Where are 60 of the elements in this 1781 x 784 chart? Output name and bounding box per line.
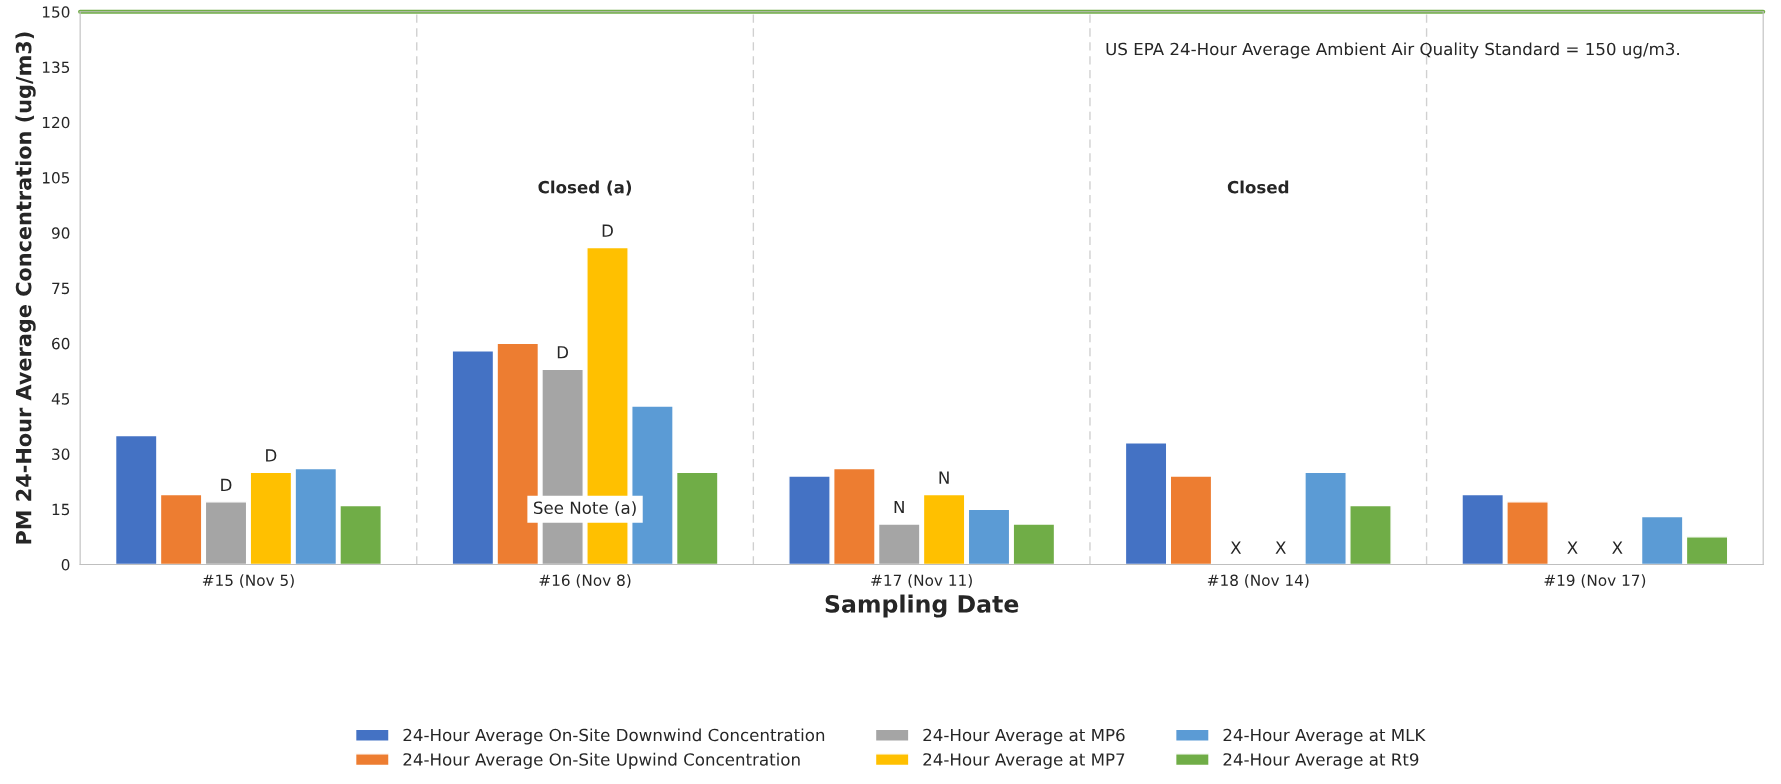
y-tick-label: 75	[52, 282, 70, 295]
y-tick-label: 15	[52, 503, 70, 516]
y-tick-label: 60	[52, 337, 70, 350]
bar	[922, 493, 966, 565]
bar	[114, 434, 158, 565]
text: X	[1567, 541, 1578, 554]
data-label: N	[939, 471, 949, 484]
bar	[675, 471, 719, 565]
bar	[1124, 442, 1168, 565]
y-tick-label: 30	[52, 448, 70, 460]
ref-line-label: US EPA 24-Hour Average Ambient Air Quality Standard = 150 ug/m3.	[1106, 42, 1679, 59]
bar	[294, 467, 338, 565]
annotation: Closed (a)	[538, 180, 632, 196]
x-axis-title: Sampling Date	[825, 594, 1019, 618]
x-tick-label: #17 (Nov 11)	[871, 574, 972, 588]
bar	[1012, 523, 1056, 565]
y-tick-label: 105	[42, 172, 70, 184]
legend-label: 24-Hour Average at MP6	[923, 728, 1125, 745]
legend-label: 24-Hour Average at Rt9	[1223, 753, 1419, 769]
legend-label: 24-Hour Average On-Site Downwind Concentration	[403, 728, 825, 745]
x-tick-label: #15 (Nov 5)	[202, 574, 294, 588]
data-label: D	[557, 346, 569, 359]
legend-label: 24-Hour Average at MLK	[1223, 728, 1426, 745]
data-label: D	[602, 224, 613, 237]
bar	[788, 475, 831, 565]
bar	[204, 501, 248, 565]
bar	[1169, 475, 1213, 565]
x-tick-label: #18 (Nov 14)	[1207, 574, 1309, 588]
text: X	[1612, 541, 1623, 554]
bar	[833, 467, 876, 565]
bar	[1461, 493, 1505, 565]
data-label: D	[221, 478, 232, 491]
y-tick-label: 90	[51, 227, 70, 239]
text: X	[1275, 541, 1286, 554]
data-label: D	[266, 449, 277, 462]
bar	[1685, 536, 1729, 565]
bar	[339, 504, 382, 565]
legend-label: 24-Hour Average at MP7	[923, 753, 1125, 769]
annotation: See Note (a)	[533, 501, 636, 516]
y-tick-label: 120	[42, 116, 70, 129]
bar	[967, 508, 1011, 565]
bar	[1304, 471, 1347, 565]
bar	[159, 493, 203, 565]
bar	[1349, 504, 1392, 565]
x-tick-label: #16 (Nov 8)	[539, 574, 631, 588]
bar	[1640, 515, 1684, 565]
y-tick-label: 45	[51, 393, 70, 405]
data-label: N	[894, 500, 904, 514]
legend-label: 24-Hour Average On-Site Upwind Concentration	[403, 752, 800, 769]
bar	[1506, 501, 1549, 565]
y-tick-label: 150	[42, 6, 70, 18]
bar	[877, 523, 921, 565]
y-axis-title: PM 24-Hour Average Concentration (ug/m3)	[15, 32, 36, 544]
text: X	[1230, 541, 1242, 554]
bar	[249, 471, 293, 565]
y-tick-label: 0	[61, 558, 70, 571]
x-tick-label: #19 (Nov 17)	[1544, 574, 1646, 588]
annotation: Closed	[1227, 180, 1289, 194]
y-tick-label: 135	[42, 61, 70, 74]
bar	[451, 350, 495, 565]
